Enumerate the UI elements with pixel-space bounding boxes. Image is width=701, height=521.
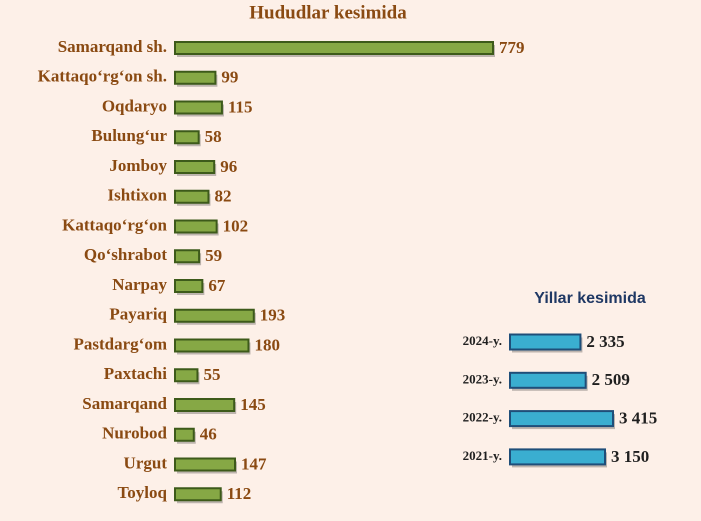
category-label: 2022-y. (463, 410, 502, 425)
category-label: 2024-y. (463, 333, 502, 348)
category-label: Kattaqo‘rg‘on (62, 215, 167, 234)
value-label: 82 (214, 187, 231, 206)
category-label: Bulung‘ur (91, 126, 167, 145)
value-label: 180 (254, 335, 280, 354)
category-label: 2023-y. (463, 371, 502, 386)
bar (174, 249, 201, 264)
value-label: 99 (221, 68, 238, 87)
bar (174, 70, 217, 85)
category-label: Narpay (112, 275, 167, 294)
category-label: Ishtixon (107, 186, 167, 205)
category-label: Qo‘shrabot (84, 245, 167, 264)
bar (174, 100, 223, 115)
bar (174, 338, 250, 353)
category-label: Payariq (109, 305, 167, 324)
bar (174, 219, 218, 234)
chart-title: Yillar kesimida (534, 290, 646, 307)
value-label: 2 335 (586, 332, 624, 351)
value-label: 779 (499, 38, 525, 57)
bar (174, 308, 255, 323)
value-label: 58 (205, 127, 222, 146)
value-label: 2 509 (592, 370, 630, 389)
category-label: 2021-y. (463, 448, 502, 463)
value-label: 3 150 (611, 447, 649, 466)
category-label: Kattaqo‘rg‘on sh. (38, 67, 167, 86)
bar (509, 371, 587, 389)
bar (174, 189, 210, 204)
category-label: Samarqand sh. (58, 37, 167, 56)
category-label: Oqdaryo (102, 96, 167, 115)
value-label: 46 (200, 425, 217, 444)
bar (174, 130, 200, 145)
bar (509, 410, 614, 428)
value-label: 55 (203, 365, 220, 384)
value-label: 112 (227, 484, 252, 503)
bar (509, 448, 607, 466)
value-label: 67 (208, 276, 226, 295)
bar (174, 457, 237, 472)
category-label: Pastdarg‘om (74, 334, 167, 353)
bar (174, 368, 199, 383)
bar (174, 41, 494, 55)
value-label: 193 (260, 306, 286, 325)
category-label: Samarqand (82, 394, 167, 413)
value-label: 59 (205, 246, 222, 265)
bar (174, 398, 236, 412)
chart-title: Hududlar kesimida (249, 2, 407, 23)
bar (509, 333, 582, 351)
category-label: Nurobod (102, 424, 167, 443)
value-label: 102 (223, 216, 249, 235)
bar (174, 427, 195, 442)
value-label: 3 415 (619, 409, 657, 428)
category-label: Urgut (124, 453, 168, 472)
value-label: 145 (240, 395, 266, 414)
value-label: 96 (220, 157, 237, 176)
category-label: Toyloq (118, 483, 168, 502)
category-label: Paxtachi (104, 364, 168, 383)
bar (174, 279, 204, 293)
value-label: 115 (228, 97, 253, 116)
bar (174, 487, 222, 502)
category-label: Jomboy (109, 156, 167, 175)
bar (174, 160, 216, 174)
value-label: 147 (241, 454, 267, 473)
